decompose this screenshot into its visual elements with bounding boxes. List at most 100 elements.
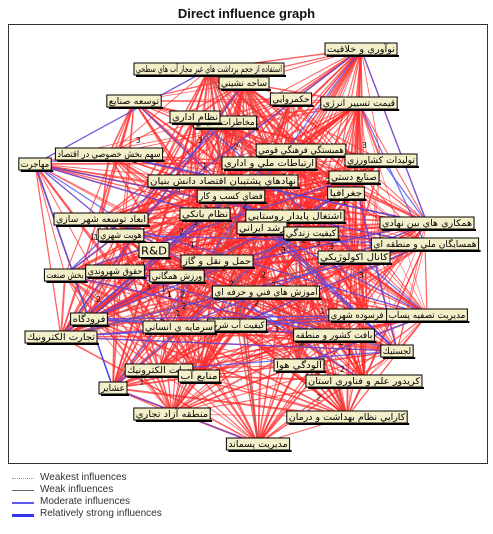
graph-node: كريدور علم و فناوري استان <box>305 374 424 389</box>
influence-edge <box>265 291 348 418</box>
node-shadow <box>228 450 292 452</box>
influence-edge <box>290 98 302 151</box>
edge-weight-label: 2 <box>96 295 101 304</box>
node-label: نهادهاي پشتيبان اقتصاد دانش بنيان <box>150 177 296 187</box>
node-shadow <box>27 343 99 345</box>
influence-edge <box>64 176 355 276</box>
node-label: عشاير <box>100 384 125 394</box>
node-label: همسايگان ملي و منطقه اي <box>373 238 476 250</box>
graph-node: لجستيك <box>380 344 416 359</box>
edge-weight-label: 2 <box>285 222 290 231</box>
influence-edge <box>171 350 398 415</box>
graph-node: كانال اكولوژيكي <box>317 250 392 265</box>
graph-node: رشد ايراني <box>236 221 289 236</box>
graph-node: كارايي نظام بهداشت و درمان <box>286 410 410 425</box>
node-label: كارايي نظام بهداشت و درمان <box>289 413 406 423</box>
graph-node: صنايع دستي <box>328 170 381 185</box>
graph-node: توليدات كشاورزي <box>344 153 419 168</box>
node-shadow <box>288 423 410 425</box>
graph-node: جغرافيا <box>327 186 367 201</box>
graph-node: ورزش همگاني <box>149 269 207 284</box>
node-shadow <box>258 156 348 158</box>
edge-weight-label: 1 <box>167 290 172 299</box>
influence-edge <box>257 350 398 445</box>
graph-node: حقوق شهروندي <box>85 264 147 279</box>
node-shadow <box>320 263 392 265</box>
graph-node: هويت شهري <box>97 228 146 243</box>
graph-node: استفاده از حجم برداشت هاي غير مجاز آب ها… <box>133 62 286 77</box>
influence-edge <box>64 274 173 415</box>
graph-node: آموزش هاي فني و حرفه اي <box>211 285 322 300</box>
influence-edge <box>114 270 173 415</box>
influence-edge <box>290 98 296 217</box>
node-label: مخاطرات طبيعي <box>195 118 254 128</box>
node-shadow <box>276 371 326 373</box>
node-shadow <box>145 333 217 335</box>
graph-node: نظام اداري <box>169 110 222 125</box>
influence-edge <box>114 227 263 272</box>
node-shadow <box>87 277 147 279</box>
node-label: حمل و نقل و گاز <box>182 255 251 267</box>
graph-node: توسعه صنايع <box>106 94 164 109</box>
legend: Weakest influences Weak influences Moder… <box>10 472 310 520</box>
node-shadow <box>322 109 400 111</box>
influence-edge <box>198 375 259 445</box>
node-label: مديريت تصفيه پساب <box>389 311 466 321</box>
influence-graph: 1231231231231212123231231231231231231212… <box>18 42 481 452</box>
node-label: اشتغال پايدار روستايي <box>248 212 342 222</box>
node-shadow <box>101 394 129 396</box>
influence-edge <box>236 324 365 382</box>
node-label: توسعه صنايع <box>109 97 160 107</box>
influence-edge <box>380 159 428 224</box>
node-shadow <box>72 325 110 327</box>
legend-line-weakest <box>12 478 34 479</box>
edge-weight-label: 3 <box>281 246 286 255</box>
graph-node: بخش صنعت <box>43 268 88 283</box>
graph-node: بافت كشور و منطقه <box>293 328 377 343</box>
edge-weight-label: 2 <box>180 291 185 300</box>
graph-node: ارتباطات ملي و اداري <box>221 156 318 171</box>
node-shadow <box>108 107 164 109</box>
node-shadow <box>239 234 289 236</box>
node-shadow <box>151 282 207 284</box>
legend-item-weak: Weak influences <box>10 484 310 496</box>
node-shadow <box>214 298 322 300</box>
graph-node: نهادهاي پشتيبان اقتصاد دانش بنيان <box>147 174 300 189</box>
node-label: نظام بانكي <box>182 210 228 220</box>
node-label: بافت كشور و منطقه <box>296 331 373 341</box>
influence-edge <box>236 243 426 326</box>
influence-edge <box>216 195 232 262</box>
influence-edge <box>153 82 245 251</box>
graph-node: تجارت الكترونيك <box>24 330 99 345</box>
edge-weight-label: 1 <box>342 198 347 207</box>
edge-weight-label: 3 <box>176 185 181 194</box>
edge-weight-label: 3 <box>274 325 279 334</box>
graph-node: منطقه آزاد تجاري <box>133 407 213 422</box>
node-shadow <box>135 420 213 422</box>
edge-weight-label: 3 <box>359 271 364 280</box>
node-label: جغرافيا <box>330 189 363 199</box>
influence-edge <box>100 218 428 316</box>
node-shadow <box>57 160 165 162</box>
influence-edge <box>360 48 428 224</box>
node-shadow <box>285 239 341 241</box>
edge-weight-label: 3 <box>329 242 334 251</box>
influence-edge <box>208 68 428 316</box>
edge-weight-label: 3 <box>146 283 151 292</box>
legend-item-relatively-strong: Relatively strong influences <box>10 508 310 520</box>
graph-node: نوآوري و خلاقيت <box>324 42 399 57</box>
edge-weight-label: 2 <box>229 280 234 289</box>
edge-weight-label: 2 <box>261 271 266 280</box>
legend-label-moderate: Moderate influences <box>40 496 131 507</box>
node-label: رشد ايراني <box>239 224 285 234</box>
influence-edge <box>158 213 206 371</box>
node-label: همكاري هاي بين نهادي <box>382 219 472 229</box>
graph-node: نظام بانكي <box>179 207 232 222</box>
node-label: مديريت پسماند <box>228 440 287 450</box>
legend-line-weak <box>12 490 34 491</box>
graph-node: ساحه نشيني <box>218 76 271 91</box>
edge-weight-label: 1 <box>161 284 166 293</box>
legend-label-relatively-strong: Relatively strong influences <box>40 508 162 519</box>
legend-line-relatively-strong <box>12 514 34 517</box>
graph-node: منابع آب <box>177 369 222 384</box>
